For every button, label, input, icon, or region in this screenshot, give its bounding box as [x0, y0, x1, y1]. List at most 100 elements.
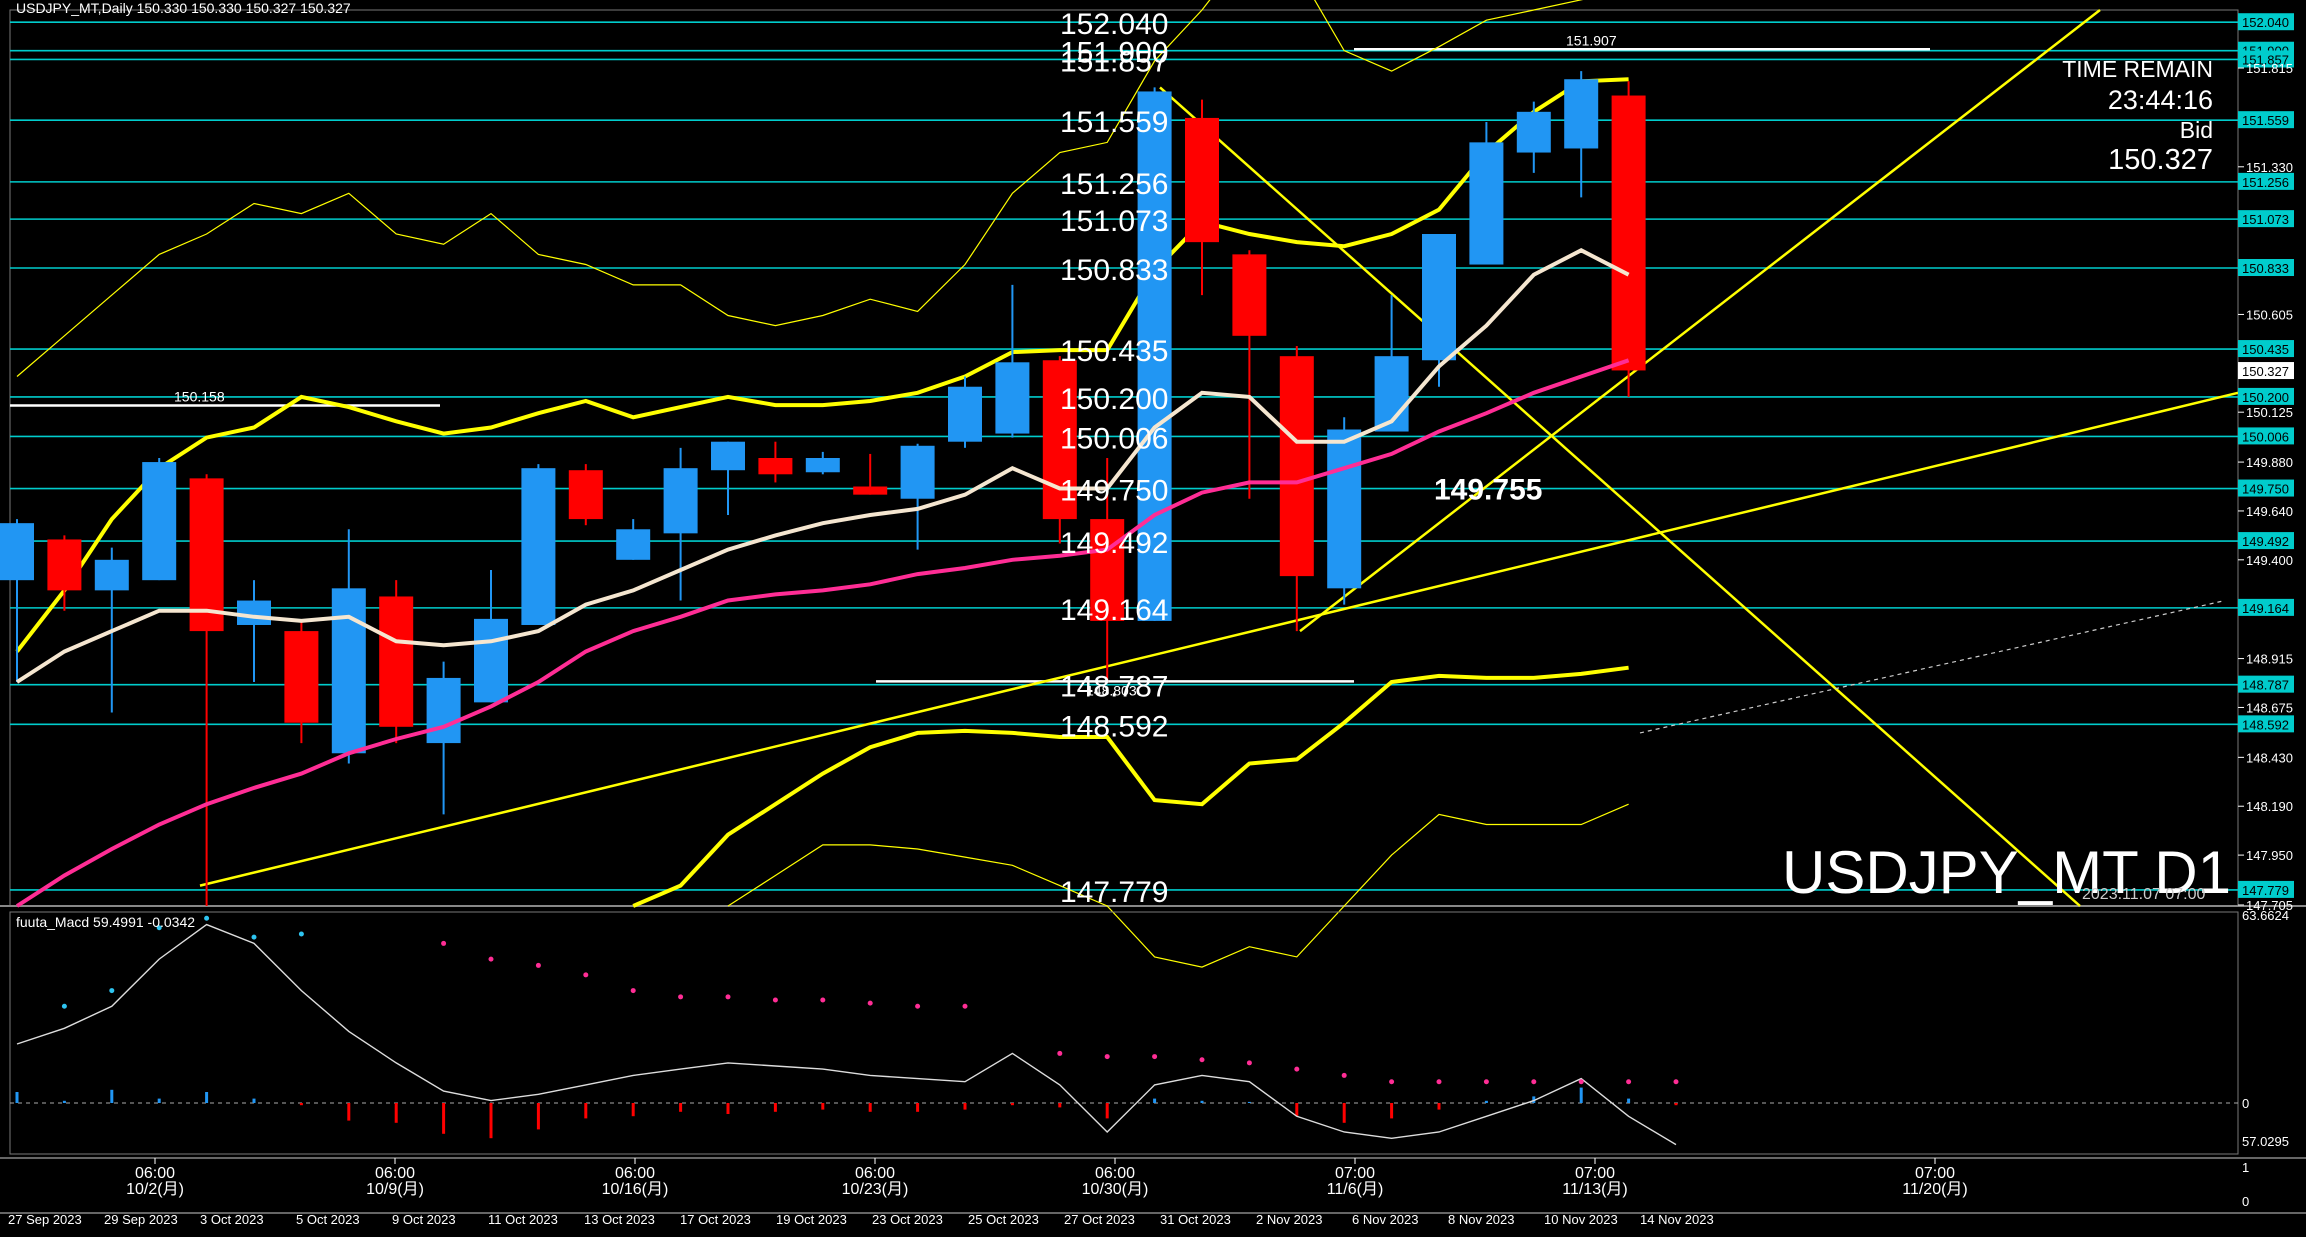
bands	[15, 0, 1629, 968]
bear-candle	[758, 458, 793, 475]
chart-header: USDJPY_MT,Daily 150.330 150.330 150.327 …	[16, 0, 351, 16]
time-label: 07:00	[1335, 1165, 1375, 1182]
annotation-label: 149.755	[1434, 474, 1542, 507]
time-label: 06:00	[855, 1165, 895, 1182]
bear-candle	[379, 596, 414, 727]
level-label: 150.833	[1060, 254, 1168, 287]
macd-signal-dot	[204, 915, 210, 921]
price-tick-label: 149.640	[2246, 504, 2293, 519]
date-axis-label: 27 Sep 2023	[8, 1212, 82, 1227]
bull-candle	[616, 529, 651, 560]
date-axis-label: 11 Oct 2023	[488, 1212, 558, 1227]
level-price-tag-text: 151.559	[2242, 113, 2289, 128]
date-axis-label: 2 Nov 2023	[1256, 1212, 1323, 1227]
time-remain-label: TIME REMAIN	[2062, 56, 2213, 82]
level-label: 151.073	[1060, 205, 1168, 238]
bull-candle	[1422, 234, 1456, 361]
date-axis-label: 19 Oct 2023	[776, 1212, 847, 1227]
macd-signal-dot	[156, 925, 162, 931]
bull-candle	[1469, 142, 1504, 265]
level-price-tag-text: 147.779	[2242, 883, 2289, 898]
macd-axis-label: 0	[2242, 1096, 2249, 1111]
price-tick-label: 148.675	[2246, 700, 2293, 715]
bear-candle	[1090, 519, 1125, 621]
level-price-tag-text: 152.040	[2242, 15, 2289, 30]
level-label: 151.900	[1060, 37, 1168, 70]
bull-candle	[805, 458, 840, 473]
date-axis-label: 27 Oct 2023	[1064, 1212, 1135, 1227]
bull-candle	[1137, 91, 1172, 621]
bull-candle	[1564, 79, 1599, 149]
time-label: 06:00	[615, 1165, 655, 1182]
macd-signal-dot	[725, 994, 731, 1000]
bull-candle	[711, 441, 745, 471]
projection-line	[1639, 599, 2226, 734]
price-tick-label: 149.880	[2246, 455, 2293, 470]
macd-signal-dot	[488, 956, 494, 962]
bull-candle	[237, 600, 271, 625]
macd-signal-dot	[1436, 1079, 1442, 1085]
level-price-tag-text: 151.256	[2242, 175, 2289, 190]
band-upper-thin	[16, 0, 1584, 377]
macd-signal-dot	[1673, 1079, 1679, 1085]
date-axis-label: 8 Nov 2023	[1448, 1212, 1515, 1227]
bear-candle	[284, 631, 319, 723]
band-upper-thick	[15, 77, 1629, 653]
level-price-tag	[2238, 880, 2294, 898]
level-price-tag	[2238, 111, 2294, 129]
level-price-tag-text: 149.492	[2242, 534, 2289, 549]
level-price-tag-text: 149.164	[2242, 601, 2289, 616]
level-price-tag-text: 150.006	[2242, 429, 2289, 444]
date-axis-label: 14 Nov 2023	[1640, 1212, 1714, 1227]
macd-signal-dot	[630, 988, 636, 994]
price-tick-label: 151.815	[2246, 61, 2293, 76]
level-price-tag	[2238, 532, 2294, 550]
macd-signal-dot	[962, 1003, 968, 1009]
macd-signal-dot	[583, 972, 589, 978]
macd-signal-dot	[1341, 1072, 1347, 1078]
bear-candle	[189, 478, 224, 632]
bull-candle	[995, 362, 1030, 434]
time-remain-value: 23:44:16	[2107, 85, 2213, 115]
macd-signal-dot	[678, 994, 684, 1000]
bid-value: 150.327	[2108, 144, 2213, 176]
level-price-tag	[2238, 13, 2294, 31]
date-label: 11/13(月)	[1562, 1181, 1628, 1198]
macd-signal-dot	[251, 934, 257, 940]
date-label: 10/2(月)	[126, 1181, 184, 1198]
macd-signal-dot	[1531, 1079, 1537, 1085]
bull-candle	[1516, 111, 1551, 153]
bull-candle	[1327, 429, 1362, 589]
level-price-tag	[2238, 387, 2294, 405]
date-axis-label: 25 Oct 2023	[968, 1212, 1039, 1227]
level-label: 151.256	[1060, 168, 1168, 201]
level-price-tag	[2238, 172, 2294, 190]
ma-fast	[15, 248, 1630, 684]
annotation-label: 150.158	[174, 388, 225, 404]
level-price-tag	[2238, 675, 2294, 693]
bear-candle	[1185, 117, 1219, 243]
trendline	[1299, 9, 2101, 633]
macd-axis-label: 57.0295	[2242, 1134, 2289, 1149]
level-label: 150.006	[1060, 422, 1168, 455]
level-label: 147.779	[1060, 876, 1168, 909]
macd-signal-dot	[820, 997, 826, 1003]
macd-signal-dot	[1104, 1054, 1110, 1060]
level-price-tag-text: 151.857	[2242, 52, 2289, 67]
level-price-tag	[2238, 715, 2294, 733]
bear-candle	[1279, 356, 1314, 577]
macd-signal-dot	[1199, 1057, 1205, 1063]
macd-signal-dot	[1389, 1079, 1395, 1085]
sub-axis-label: 0	[2242, 1194, 2249, 1209]
date-label: 10/23(月)	[842, 1181, 909, 1198]
date-label: 11/20(月)	[1902, 1181, 1968, 1198]
macd-signal-dot	[1578, 1079, 1584, 1085]
macd-signal-dot	[1626, 1079, 1632, 1085]
bear-candle	[1611, 95, 1646, 371]
macd-signal-dot	[1246, 1060, 1252, 1066]
date-axis-label: 6 Nov 2023	[1352, 1212, 1419, 1227]
level-price-tag-text: 148.787	[2242, 678, 2289, 693]
date-label: 10/16(月)	[602, 1181, 669, 1198]
date-label: 11/6(月)	[1327, 1181, 1384, 1198]
